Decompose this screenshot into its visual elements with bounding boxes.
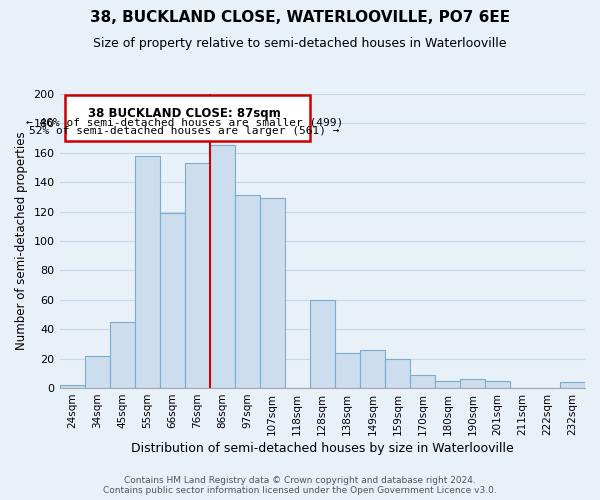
Bar	[310, 300, 335, 388]
Bar	[560, 382, 585, 388]
Bar	[260, 198, 285, 388]
Bar	[360, 350, 385, 388]
Text: Contains HM Land Registry data © Crown copyright and database right 2024.
Contai: Contains HM Land Registry data © Crown c…	[103, 476, 497, 495]
Bar	[134, 156, 160, 388]
Text: ← 46% of semi-detached houses are smaller (499): ← 46% of semi-detached houses are smalle…	[26, 118, 343, 128]
Bar	[335, 353, 360, 388]
Bar	[410, 375, 435, 388]
Bar	[160, 213, 185, 388]
Bar	[209, 146, 235, 388]
Text: 38, BUCKLAND CLOSE, WATERLOOVILLE, PO7 6EE: 38, BUCKLAND CLOSE, WATERLOOVILLE, PO7 6…	[90, 10, 510, 25]
Bar	[85, 356, 110, 388]
Y-axis label: Number of semi-detached properties: Number of semi-detached properties	[15, 132, 28, 350]
Bar	[435, 380, 460, 388]
Text: Size of property relative to semi-detached houses in Waterlooville: Size of property relative to semi-detach…	[93, 38, 507, 51]
X-axis label: Distribution of semi-detached houses by size in Waterlooville: Distribution of semi-detached houses by …	[131, 442, 514, 455]
Bar	[485, 380, 510, 388]
Bar	[110, 322, 134, 388]
Bar	[385, 358, 410, 388]
Bar	[59, 385, 85, 388]
Bar	[185, 163, 209, 388]
FancyBboxPatch shape	[65, 96, 310, 141]
Text: 52% of semi-detached houses are larger (561) →: 52% of semi-detached houses are larger (…	[29, 126, 340, 136]
Text: 38 BUCKLAND CLOSE: 87sqm: 38 BUCKLAND CLOSE: 87sqm	[88, 107, 281, 120]
Bar	[235, 196, 260, 388]
Bar	[460, 379, 485, 388]
